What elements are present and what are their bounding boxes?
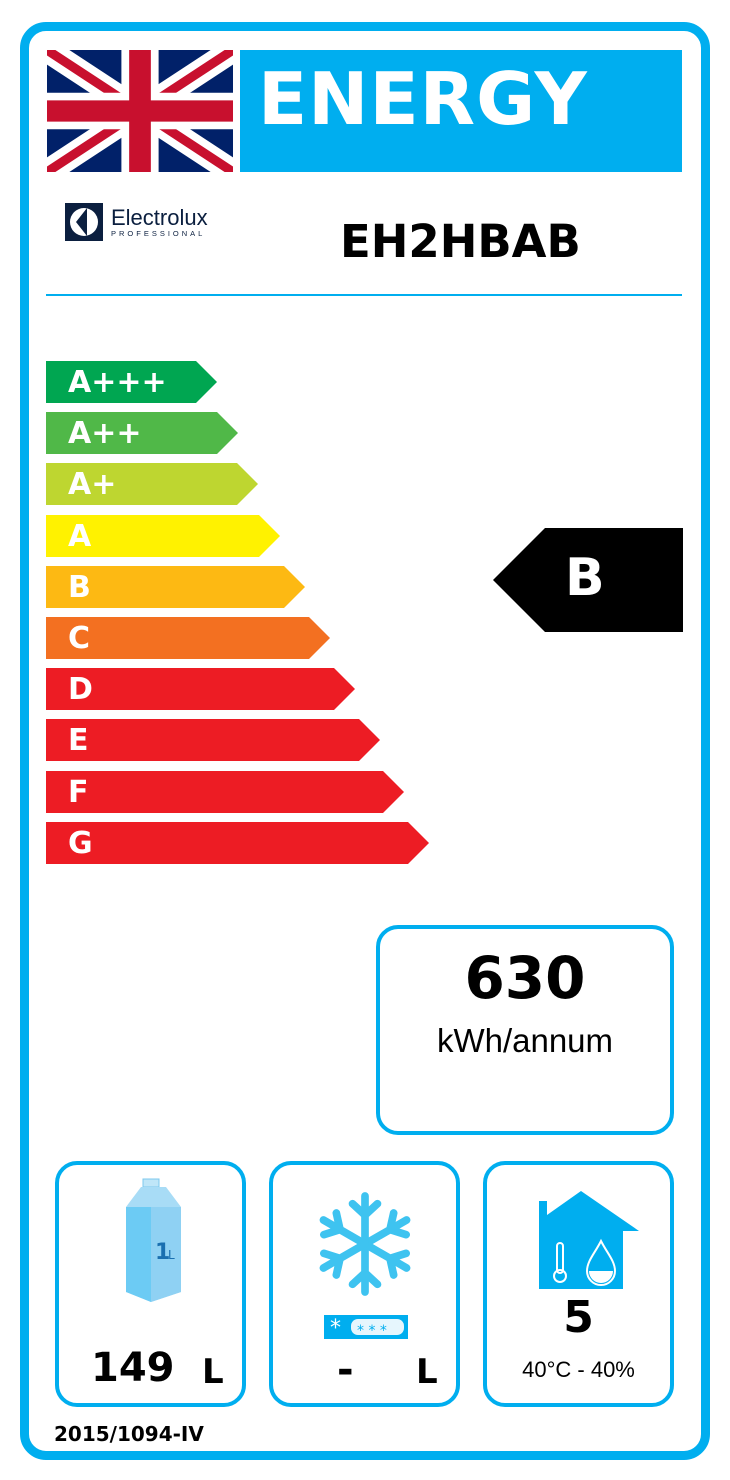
energy-class-bar-e: E: [46, 719, 380, 762]
regulation-reference: 2015/1094-IV: [54, 1422, 204, 1446]
frozen-volume-value: -: [337, 1347, 354, 1393]
energy-banner: ENERGY: [240, 50, 682, 172]
svg-text:1: 1: [155, 1240, 170, 1265]
rating-label: B: [565, 548, 605, 608]
energy-class-label: E: [68, 723, 89, 759]
model-number: EH2HBAB: [340, 215, 581, 268]
snowflake-icon: [317, 1192, 413, 1299]
energy-class-label: A: [68, 518, 92, 554]
energy-class-label: A+: [68, 467, 117, 503]
fresh-volume-unit: L: [202, 1352, 224, 1392]
energy-class-label: F: [68, 774, 89, 810]
electrolux-logo-icon: [65, 203, 103, 241]
frozen-volume-box: * * * * - L: [269, 1161, 460, 1407]
consumption-box: 630 kWh/annum: [376, 925, 674, 1135]
climate-conditions: 40°C - 40%: [522, 1357, 635, 1382]
freezer-star-rating-icon: * * * *: [324, 1315, 408, 1339]
energy-class-bar-appp: A+++: [46, 361, 217, 403]
energy-class-bar-ap: A+: [46, 463, 258, 506]
energy-class-bar-g: G: [46, 821, 429, 864]
energy-class-bar-c: C: [46, 617, 330, 659]
climate-class-box: 5 40°C - 40%: [483, 1161, 674, 1407]
consumption-unit: kWh/annum: [436, 1022, 614, 1059]
energy-class-bar-b: B: [46, 565, 305, 608]
frozen-volume-unit: L: [416, 1352, 438, 1392]
energy-class-label: A++: [68, 416, 142, 452]
energy-class-label: B: [68, 569, 91, 605]
fresh-volume-box: 1 L 149 L: [55, 1161, 246, 1407]
energy-class-label: C: [68, 621, 91, 656]
house-climate-icon: [523, 1191, 639, 1289]
fresh-volume-value: 149: [91, 1345, 175, 1391]
svg-text:L: L: [168, 1248, 175, 1262]
energy-class-bar-d: D: [46, 668, 355, 711]
svg-text:*: *: [330, 1316, 341, 1339]
energy-class-bar-a: A: [46, 514, 280, 557]
label-frame: [20, 22, 710, 1460]
rating-arrow: B: [493, 528, 683, 632]
energy-class-label: G: [68, 825, 93, 861]
uk-flag-icon: [47, 50, 233, 172]
divider: [46, 294, 682, 296]
svg-text:* * *: * * *: [357, 1323, 387, 1339]
energy-class-bar-f: F: [46, 770, 404, 813]
brand-name: Electrolux: [111, 204, 208, 230]
brand-logo: Electrolux PROFESSIONAL: [65, 203, 208, 241]
climate-class-value: 5: [563, 1292, 594, 1343]
energy-class-label: A+++: [68, 365, 167, 400]
energy-class-bar-app: A++: [46, 412, 238, 455]
brand-sub: PROFESSIONAL: [111, 228, 206, 238]
consumption-value: 630: [464, 944, 586, 1012]
milk-carton-icon: 1 L: [126, 1178, 181, 1302]
energy-class-label: D: [68, 672, 93, 708]
